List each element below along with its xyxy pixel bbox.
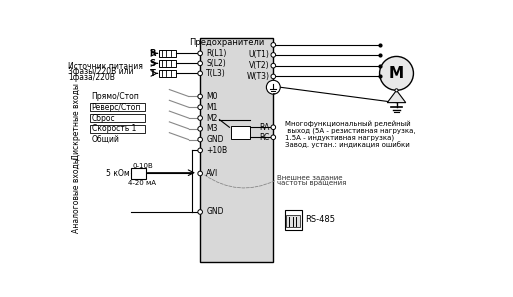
Text: 0-10В: 0-10В (132, 163, 153, 169)
Polygon shape (387, 90, 406, 103)
Text: V(T2): V(T2) (249, 61, 269, 70)
Text: Источник питания: Источник питания (68, 62, 143, 71)
Text: Аналоговые входы: Аналоговые входы (72, 157, 81, 233)
Text: GND: GND (206, 135, 224, 144)
Text: Реверс/Стоп: Реверс/Стоп (92, 103, 141, 112)
Circle shape (271, 42, 275, 47)
Text: S: S (149, 59, 155, 68)
Text: Прямо/Стоп: Прямо/Стоп (92, 92, 140, 101)
Text: 1.5А - индуктивная нагрузка): 1.5А - индуктивная нагрузка) (285, 134, 394, 140)
Circle shape (266, 80, 280, 94)
Circle shape (395, 89, 398, 92)
Circle shape (198, 71, 203, 76)
Bar (200, 38, 273, 262)
Text: R(L1): R(L1) (206, 49, 227, 58)
Text: Многофункциональный релейный: Многофункциональный релейный (285, 120, 410, 127)
Text: R: R (149, 49, 155, 58)
Text: 1фаза/220В: 1фаза/220В (68, 73, 114, 82)
Text: M: M (389, 66, 404, 81)
Text: M3: M3 (206, 124, 218, 133)
Circle shape (271, 63, 275, 68)
Text: RS-485: RS-485 (305, 215, 335, 224)
Circle shape (198, 171, 203, 176)
Text: AVI: AVI (206, 169, 219, 178)
Circle shape (380, 56, 413, 90)
Text: Дискретные входы: Дискретные входы (72, 83, 81, 160)
Text: RC: RC (259, 133, 269, 142)
Circle shape (271, 74, 275, 79)
Bar (159, 69, 175, 77)
Circle shape (198, 61, 203, 66)
Text: частоты вращения: частоты вращения (277, 181, 347, 187)
Text: RA: RA (259, 123, 269, 132)
Bar (285, 210, 302, 230)
Text: 5 кОм: 5 кОм (106, 169, 129, 178)
Text: M2: M2 (206, 113, 218, 123)
Text: 3фазы/220В или: 3фазы/220В или (68, 67, 133, 76)
Text: Скорость 1: Скорость 1 (92, 124, 136, 133)
Text: M1: M1 (206, 103, 218, 112)
Bar (131, 168, 146, 179)
Circle shape (198, 127, 203, 131)
Text: Завод. устан.: индикация ошибки: Завод. устан.: индикация ошибки (285, 141, 409, 148)
Circle shape (271, 135, 275, 140)
Text: Предохранители: Предохранители (189, 38, 265, 47)
Circle shape (198, 94, 203, 99)
Circle shape (271, 125, 275, 129)
Text: Общий: Общий (92, 135, 120, 144)
Circle shape (198, 51, 203, 56)
Bar (231, 126, 250, 139)
Circle shape (198, 137, 203, 142)
Text: W(T3): W(T3) (246, 72, 269, 81)
Text: M0: M0 (206, 92, 218, 101)
Bar (286, 215, 300, 228)
Bar (90, 114, 146, 122)
Circle shape (198, 210, 203, 214)
Circle shape (198, 148, 203, 153)
Text: Внешнее задание: Внешнее задание (277, 174, 343, 180)
Bar (159, 50, 175, 57)
Bar (159, 59, 175, 67)
Text: U(T1): U(T1) (249, 50, 269, 59)
Text: 4-20 мА: 4-20 мА (128, 180, 156, 186)
Circle shape (198, 105, 203, 110)
Bar (90, 103, 146, 111)
Circle shape (198, 116, 203, 120)
Circle shape (271, 53, 275, 57)
Text: T(L3): T(L3) (206, 69, 226, 78)
Text: T: T (149, 69, 155, 78)
Text: S(L2): S(L2) (206, 59, 226, 68)
Text: +10В: +10В (206, 146, 227, 155)
Bar (90, 124, 146, 133)
Text: выход (5А - резистивная нагрузка,: выход (5А - резистивная нагрузка, (285, 127, 416, 134)
Text: Сброс: Сброс (92, 113, 115, 123)
Text: GND: GND (206, 208, 224, 217)
